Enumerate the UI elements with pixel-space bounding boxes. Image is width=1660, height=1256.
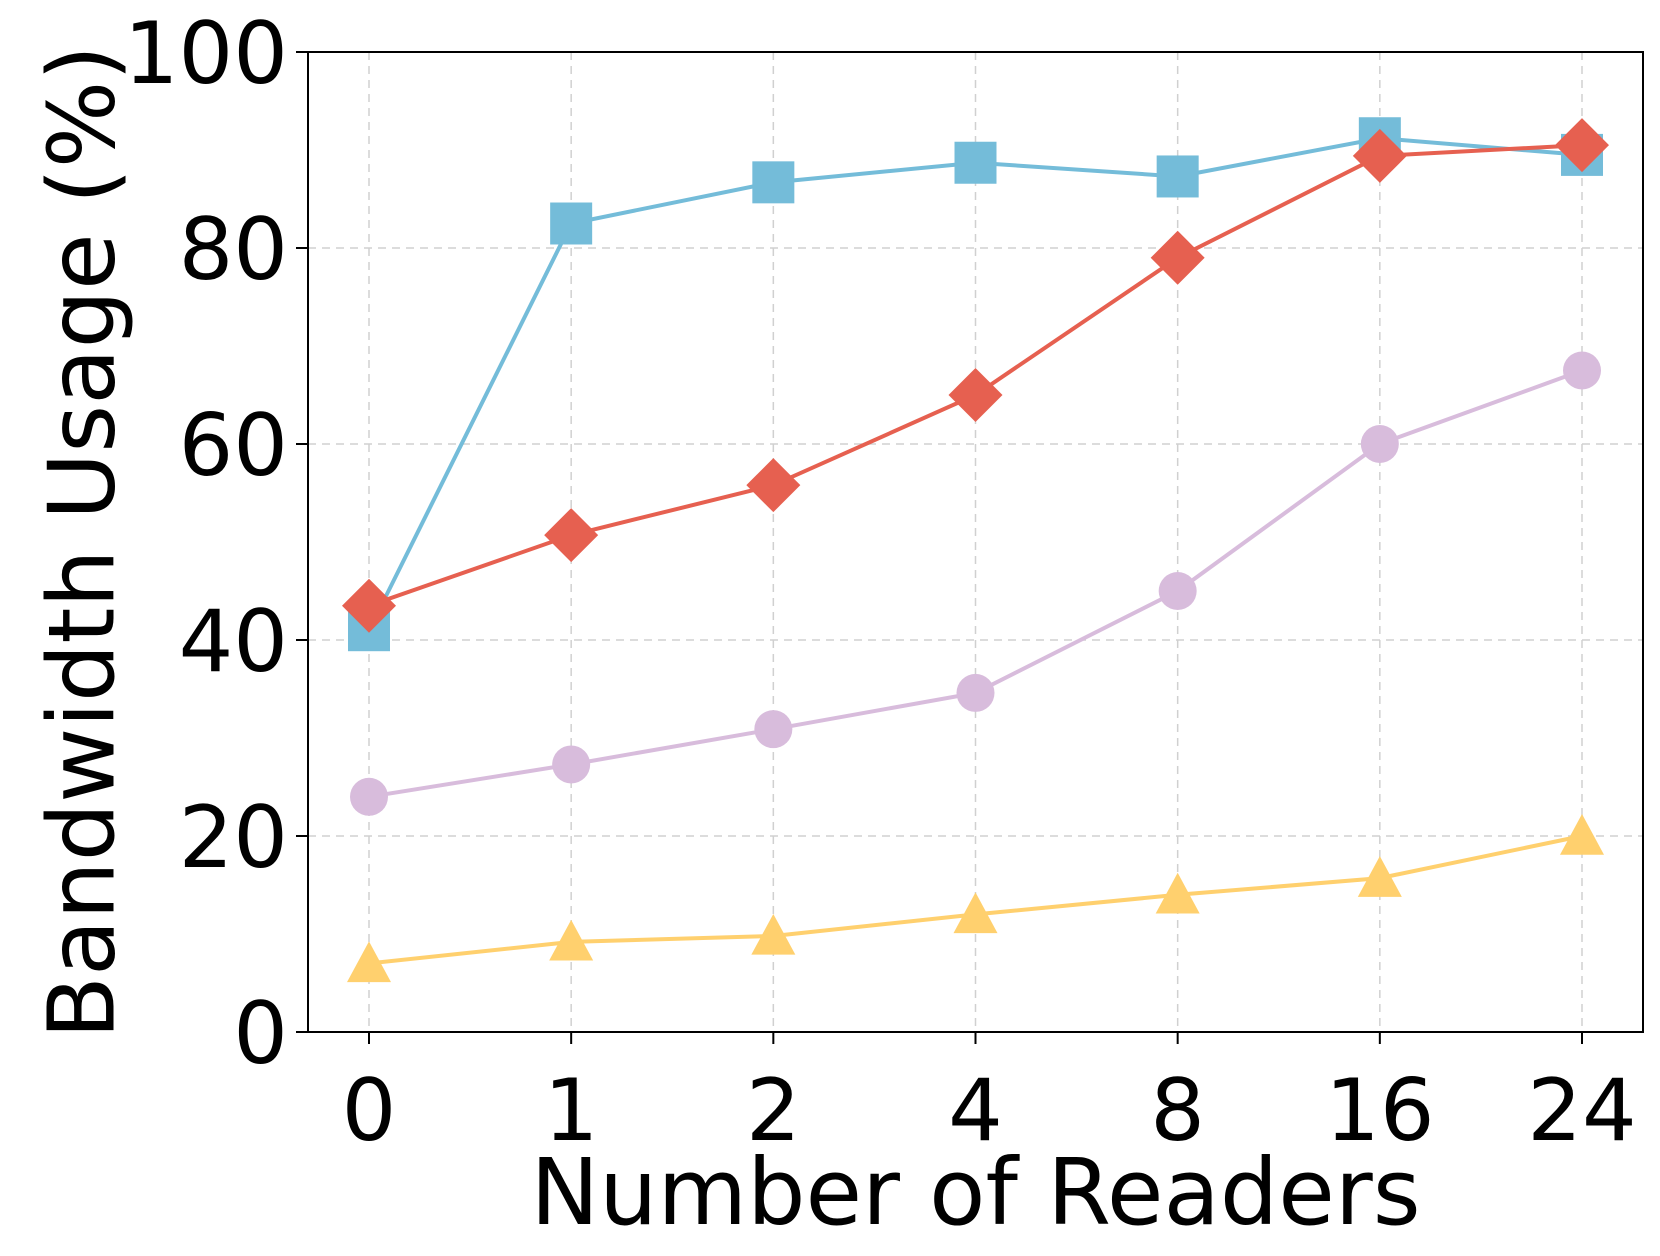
diamond-marker <box>1352 128 1407 183</box>
series-triangle <box>347 814 1604 983</box>
circle-marker <box>350 777 388 816</box>
triangle-marker <box>1357 856 1402 897</box>
y-axis-title: Bandwidth Usage (%) <box>28 45 135 1039</box>
diamond-marker <box>1150 230 1205 285</box>
triangle-marker <box>1155 872 1200 914</box>
x-tick-label: 4 <box>948 1061 1003 1161</box>
square-marker <box>752 161 795 204</box>
x-tick-label: 2 <box>746 1061 801 1161</box>
circle-marker <box>1563 351 1601 390</box>
diamond-marker <box>746 458 801 513</box>
diamond-marker <box>342 578 396 633</box>
diamond-marker <box>1555 118 1609 173</box>
x-tick-label: 16 <box>1325 1061 1434 1161</box>
triangle-marker <box>347 941 391 983</box>
diamond-marker <box>948 368 1003 422</box>
circle-marker <box>754 710 793 749</box>
circle-marker <box>956 673 995 712</box>
triangle-marker <box>1560 814 1604 855</box>
triangle-marker <box>953 892 998 934</box>
square-marker <box>550 202 593 245</box>
x-tick-label: 0 <box>342 1061 397 1161</box>
diamond-marker <box>544 508 599 563</box>
series-circle <box>350 351 1601 816</box>
square-marker <box>1156 155 1199 198</box>
x-axis-title: Number of Readers <box>530 1139 1420 1246</box>
y-tick-label: 60 <box>179 396 288 496</box>
circle-marker <box>1158 572 1197 610</box>
triangle-marker <box>751 913 796 955</box>
x-tick-label: 1 <box>544 1061 599 1161</box>
x-tick-label: 8 <box>1150 1061 1205 1161</box>
grid-lines <box>308 51 1643 1033</box>
y-tick-label: 100 <box>124 4 288 104</box>
triangle-marker <box>549 919 594 961</box>
circle-marker <box>1360 425 1399 463</box>
y-tick-label: 80 <box>179 200 288 300</box>
square-marker <box>954 141 997 184</box>
series-diamond <box>342 118 1609 633</box>
y-tick-label: 0 <box>233 984 288 1084</box>
series-layer <box>342 117 1609 983</box>
circle-marker <box>552 745 591 784</box>
x-tick-label: 24 <box>1527 1061 1636 1161</box>
y-tick-label: 40 <box>179 592 288 692</box>
y-tick-label: 20 <box>179 788 288 888</box>
